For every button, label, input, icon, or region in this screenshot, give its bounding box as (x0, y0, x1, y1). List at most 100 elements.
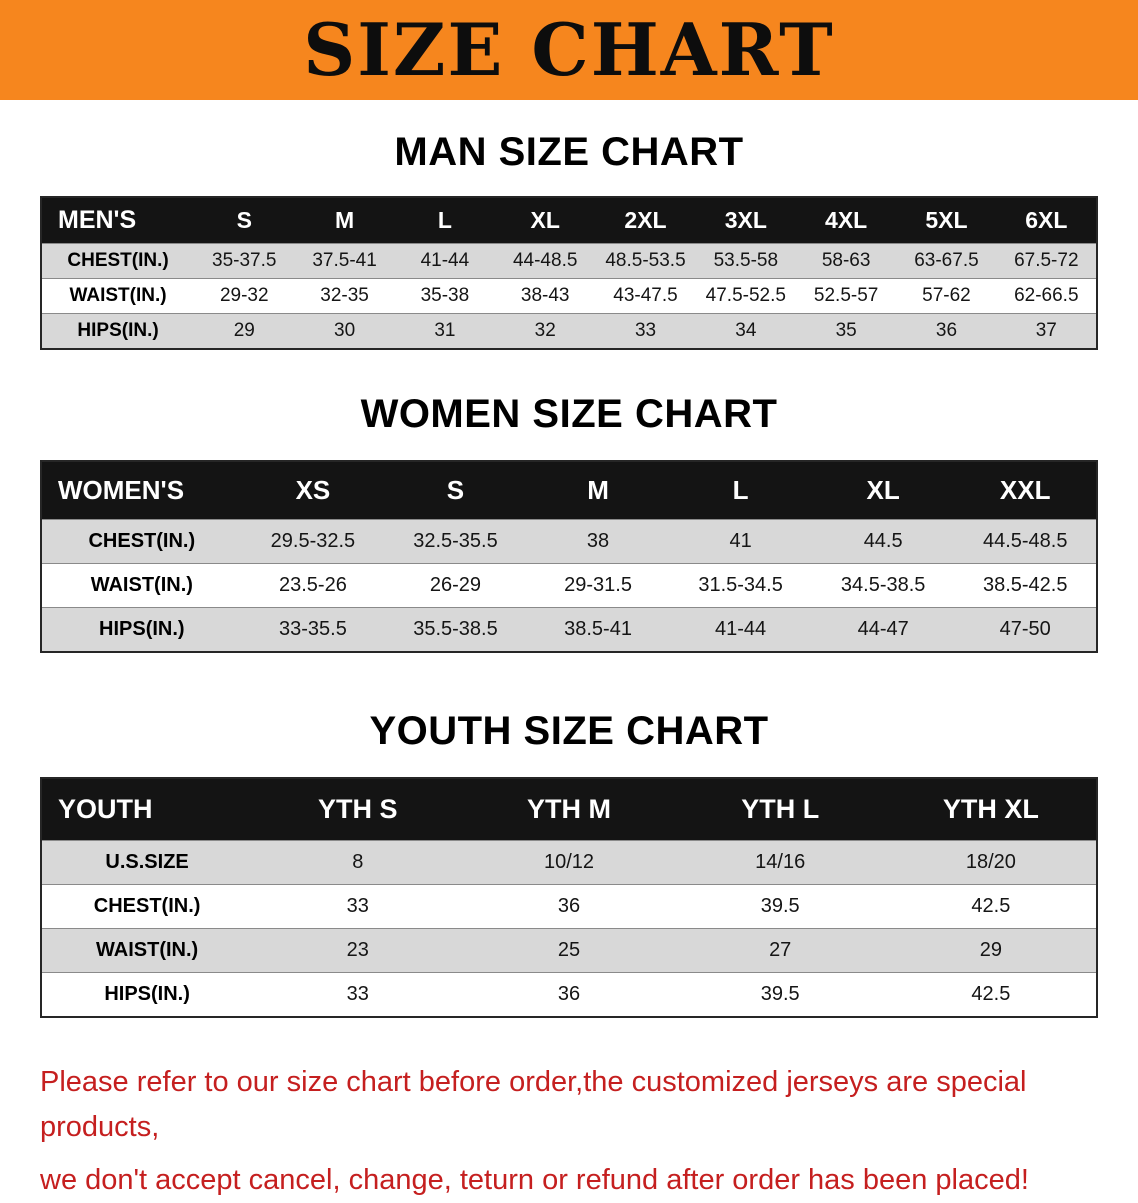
size-value-cell: 34 (735, 320, 757, 341)
measurement-row: CHEST(IN.) 29.5-32.5 32.5-35.5 38 41 44.5 44.5… (41, 519, 1097, 564)
size-value-cell: 42.5 (971, 983, 1011, 1005)
measurement-row: CHEST(IN.) 33 36 39.5 42.5 (41, 884, 1097, 929)
size-table-header-row: WOMEN'S XS S M L XL XXL (41, 461, 1097, 520)
size-value-cell: 47.5-52.5 (705, 285, 786, 306)
size-column-header: 2XL (595, 197, 696, 244)
table-corner-label: YOUTH (41, 778, 253, 841)
size-value-cell: 38.5-42.5 (982, 574, 1068, 596)
size-value-cell: 27 (769, 939, 792, 961)
size-value-cell: 29 (233, 320, 255, 341)
size-value-cell: 32-35 (320, 285, 369, 306)
size-value-cell: 36 (935, 320, 958, 341)
size-value-cell: 8 (352, 851, 364, 873)
measurement-label: U.S.SIZE (105, 851, 189, 873)
size-value-cell: 62-66.5 (1014, 285, 1079, 306)
measurement-row: WAIST(IN.) 23.5-26 26-29 29-31.5 31.5-34.5 34… (41, 563, 1097, 608)
size-value-cell: 33 (634, 320, 657, 341)
size-value-cell: 30 (334, 320, 356, 341)
size-value-cell: 36 (557, 983, 581, 1005)
disclaimer-line-1: Please refer to our size chart before or… (40, 1066, 1027, 1143)
size-value-cell: 23.5-26 (278, 574, 347, 596)
size-value-cell: 67.5-72 (1014, 250, 1079, 271)
size-value-cell: 35 (835, 320, 857, 341)
size-column-header: 6XL (996, 197, 1097, 244)
size-column-header: 4XL (795, 197, 897, 244)
measurement-label: WAIST(IN.) (69, 285, 167, 306)
size-table-header-row: YOUTH YTH S YTH M YTH L YTH XL (41, 778, 1097, 841)
size-value-cell: 29.5-32.5 (270, 530, 356, 552)
size-value-cell: 14/16 (755, 851, 806, 873)
youth-size-chart-section: YOUTH SIZE CHART YOUTH YTH S YTH M YTH L YTH… (0, 711, 1138, 1018)
size-value-cell: 33 (346, 983, 369, 1005)
measurement-label: HIPS(IN.) (104, 983, 190, 1005)
size-value-cell: 41-44 (420, 250, 470, 271)
size-column-header: 5XL (896, 197, 997, 244)
measurement-row: WAIST(IN.) 29-32 32-35 35-38 38-43 43-47.5 47.… (41, 278, 1097, 314)
size-value-cell: 29 (979, 939, 1003, 961)
men-size-table: MEN'S S M L XL 2XL 3XL 4XL 5XL 6XL CHEST(IN.) 35-37… (40, 196, 1098, 350)
size-value-cell: 32 (534, 320, 556, 341)
measurement-row: HIPS(IN.) 33 36 39.5 42.5 (41, 972, 1097, 1017)
table-corner-label: MEN'S (41, 197, 195, 244)
size-value-cell: 43-47.5 (613, 285, 678, 306)
size-value-cell: 36 (557, 895, 581, 917)
size-value-cell: 44.5-48.5 (982, 530, 1068, 552)
measurement-row: HIPS(IN.) 33-35.5 35.5-38.5 38.5-41 41-44 44-… (41, 607, 1097, 652)
size-column-header: YTH L (674, 778, 886, 841)
size-value-cell: 38 (586, 530, 610, 552)
women-size-table: WOMEN'S XS S M L XL XXL CHEST(IN.) 29.5-32.5 32.5… (40, 460, 1098, 653)
size-value-cell: 18/20 (965, 851, 1016, 873)
men-size-chart-heading: MAN SIZE CHART (394, 130, 744, 174)
disclaimer-line-2: we don't accept cancel, change, teturn o… (40, 1163, 1029, 1196)
size-value-cell: 31 (434, 320, 456, 341)
size-value-cell: 35-37.5 (212, 250, 277, 271)
size-value-cell: 35.5-38.5 (413, 618, 498, 640)
size-value-cell: 42.5 (971, 895, 1011, 917)
size-value-cell: 48.5-53.5 (605, 250, 686, 271)
size-value-cell: 38-43 (520, 285, 570, 306)
size-value-cell: 44-48.5 (512, 250, 578, 271)
size-value-cell: 25 (557, 939, 581, 961)
size-table-header-row: MEN'S S M L XL 2XL 3XL 4XL 5XL 6XL (41, 197, 1097, 244)
size-column-header: YTH S (252, 778, 464, 841)
size-column-header: 3XL (695, 197, 796, 244)
measurement-label: CHEST(IN.) (93, 895, 201, 917)
size-value-cell: 33-35.5 (278, 618, 347, 640)
disclaimer-note: Please refer to our size chart before or… (40, 1060, 1098, 1203)
measurement-label: CHEST(IN.) (67, 250, 169, 271)
table-corner-label: WOMEN'S (41, 461, 242, 520)
size-chart-banner: SIZE CHART (0, 0, 1138, 100)
measurement-label: HIPS(IN.) (99, 618, 185, 640)
measurement-label: WAIST(IN.) (95, 939, 199, 961)
size-value-cell: 37 (1035, 320, 1057, 341)
measurement-row: WAIST(IN.) 23 25 27 29 (41, 928, 1097, 973)
size-value-cell: 41-44 (715, 618, 767, 640)
measurement-row: CHEST(IN.) 35-37.5 37.5-41 41-44 44-48.5 48.5… (41, 243, 1097, 279)
size-value-cell: 33 (346, 895, 369, 917)
size-column-header: M (294, 197, 395, 244)
size-value-cell: 29-31.5 (564, 574, 632, 596)
size-value-cell: 26-29 (429, 574, 482, 596)
size-value-cell: 32.5-35.5 (413, 530, 498, 552)
size-value-cell: 41 (729, 530, 752, 552)
size-column-header: S (194, 197, 295, 244)
measurement-label: WAIST(IN.) (90, 574, 193, 596)
size-value-cell: 58-63 (821, 250, 871, 271)
women-size-chart-heading: WOMEN SIZE CHART (360, 392, 778, 436)
size-value-cell: 39.5 (760, 895, 800, 917)
size-column-header: S (384, 461, 527, 520)
men-size-chart-section: MAN SIZE CHART MEN'S S M L XL 2XL 3XL 4XL 5XL 6XL… (0, 132, 1138, 350)
size-value-cell: 39.5 (760, 983, 800, 1005)
size-value-cell: 52.5-57 (813, 285, 879, 306)
size-column-header: XS (241, 461, 385, 520)
size-column-header: M (526, 461, 670, 520)
size-value-cell: 47-50 (999, 618, 1051, 640)
size-value-cell: 53.5-58 (713, 250, 779, 271)
size-value-cell: 10/12 (543, 851, 595, 873)
youth-size-chart-heading: YOUTH SIZE CHART (369, 709, 769, 753)
size-value-cell: 23 (346, 939, 369, 961)
size-column-header: YTH M (463, 778, 675, 841)
size-value-cell: 44.5 (863, 530, 903, 552)
youth-size-table: YOUTH YTH S YTH M YTH L YTH XL U.S.SIZE 8 10/12… (40, 777, 1098, 1018)
